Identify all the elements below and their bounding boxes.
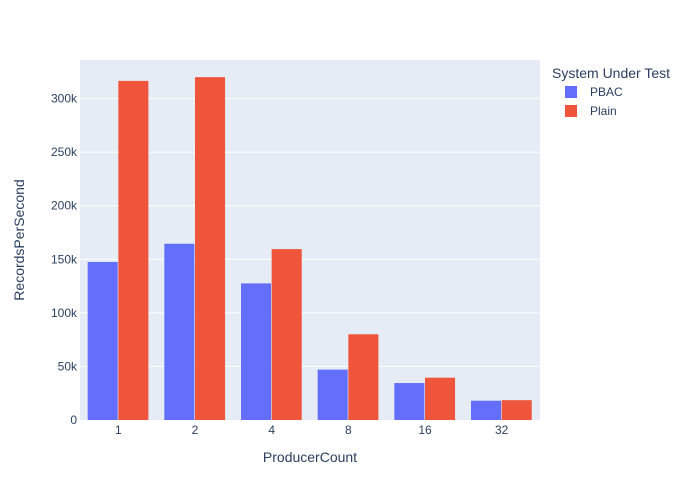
bar-plain-16[interactable] bbox=[425, 377, 456, 420]
bar-pbac-32[interactable] bbox=[471, 400, 502, 420]
bar-pbac-16[interactable] bbox=[394, 383, 425, 420]
legend[interactable]: System Under Test PBAC Plain bbox=[552, 65, 670, 118]
bar-pbac-8[interactable] bbox=[317, 369, 348, 420]
legend-label: PBAC bbox=[590, 85, 623, 99]
x-axis-ticks: 1 2 4 8 16 32 bbox=[115, 423, 509, 437]
x-tick-label: 4 bbox=[268, 423, 275, 437]
legend-label: Plain bbox=[590, 104, 617, 118]
y-tick-label: 150k bbox=[51, 252, 78, 266]
x-tick-label: 16 bbox=[418, 423, 432, 437]
y-tick-label: 50k bbox=[58, 359, 78, 373]
legend-swatch bbox=[565, 86, 577, 98]
bar-plain-32[interactable] bbox=[501, 400, 532, 420]
legend-item-pbac[interactable]: PBAC bbox=[565, 85, 623, 99]
y-axis-title: RecordsPerSecond bbox=[11, 179, 27, 300]
x-axis-title: ProducerCount bbox=[263, 449, 357, 465]
legend-item-plain[interactable]: Plain bbox=[565, 104, 617, 118]
x-tick-label: 1 bbox=[115, 423, 122, 437]
bar-plain-1[interactable] bbox=[118, 80, 149, 421]
y-tick-label: 200k bbox=[51, 199, 78, 213]
y-tick-label: 100k bbox=[51, 306, 78, 320]
y-tick-label: 300k bbox=[51, 92, 78, 106]
x-tick-label: 2 bbox=[192, 423, 199, 437]
legend-swatch bbox=[565, 105, 577, 117]
bar-pbac-4[interactable] bbox=[241, 283, 272, 420]
y-tick-label: 250k bbox=[51, 145, 78, 159]
bars bbox=[87, 77, 532, 421]
x-tick-label: 8 bbox=[345, 423, 352, 437]
bar-plain-2[interactable] bbox=[195, 77, 226, 421]
bar-pbac-2[interactable] bbox=[164, 243, 195, 420]
x-tick-label: 32 bbox=[495, 423, 509, 437]
y-tick-label: 0 bbox=[70, 413, 77, 427]
gridlines bbox=[80, 98, 540, 367]
plot-area bbox=[80, 60, 540, 420]
bar-pbac-1[interactable] bbox=[87, 261, 118, 420]
y-axis-ticks: 0 50k 100k 150k 200k 250k 300k bbox=[51, 92, 78, 427]
bar-plain-8[interactable] bbox=[348, 334, 379, 420]
legend-title: System Under Test bbox=[552, 65, 670, 81]
bar-plain-4[interactable] bbox=[271, 249, 302, 420]
